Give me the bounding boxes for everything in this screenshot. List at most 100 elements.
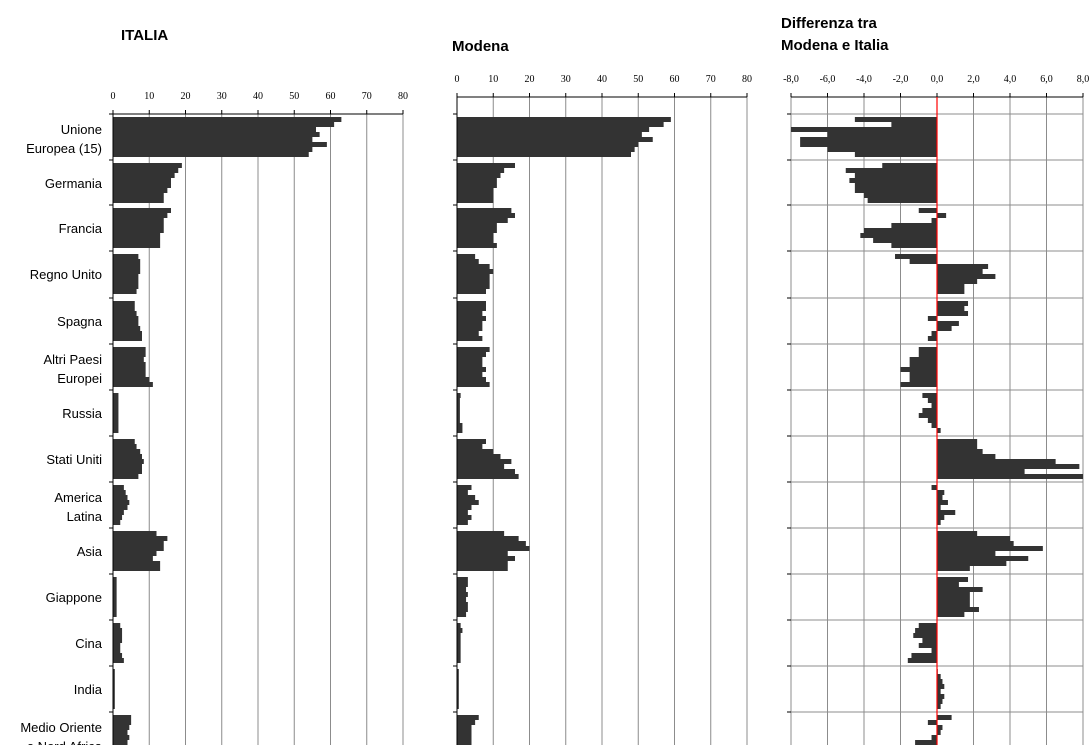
bar [457, 725, 472, 730]
bar [937, 449, 983, 454]
panel-2: Differenza tra Modena e Italia -8,0 -6,0 -4,… [781, 15, 1089, 745]
bar [113, 132, 320, 137]
bar [113, 362, 146, 367]
bar [113, 316, 139, 321]
bar [937, 715, 952, 720]
bar [867, 198, 937, 203]
bar [113, 213, 168, 218]
bar [457, 269, 494, 274]
bar [937, 679, 943, 684]
bar [457, 193, 494, 198]
bar [113, 520, 121, 525]
category-label-line: Unione [61, 122, 102, 137]
bar [113, 163, 182, 168]
bar [937, 551, 996, 556]
bar [113, 269, 141, 274]
bar [900, 367, 937, 372]
bar [457, 561, 508, 566]
bar [937, 274, 996, 279]
bar [113, 561, 161, 566]
bar [937, 520, 941, 525]
bar [937, 587, 983, 592]
bar [457, 178, 497, 183]
bar [113, 638, 123, 643]
chart-title-1: Modena [452, 38, 509, 55]
bar [937, 704, 941, 709]
bar [113, 459, 144, 464]
bar [457, 188, 494, 193]
bar [931, 218, 937, 223]
bar [113, 393, 119, 398]
bar [931, 735, 937, 740]
x-tick-label: 30 [217, 91, 227, 102]
bar [937, 602, 970, 607]
bar [113, 259, 141, 264]
bar [113, 321, 139, 326]
bar [457, 628, 463, 633]
bar [457, 546, 530, 551]
bar [931, 485, 937, 490]
bar [457, 735, 472, 740]
bar [457, 259, 479, 264]
bar [113, 233, 161, 238]
bar [457, 223, 497, 228]
bar [113, 254, 139, 259]
bar [457, 372, 483, 377]
bar [113, 423, 119, 428]
bar [457, 228, 497, 233]
bar [457, 684, 459, 689]
bar [937, 592, 970, 597]
bar [854, 173, 937, 178]
bar [457, 520, 468, 525]
bar [457, 274, 490, 279]
bar [937, 444, 978, 449]
bar [457, 674, 459, 679]
bar [113, 301, 135, 306]
bar [113, 398, 119, 403]
bar [457, 122, 664, 127]
bar [927, 336, 937, 341]
category-label: Spagna [57, 314, 103, 329]
bar [457, 352, 486, 357]
bar [113, 377, 150, 382]
bar [113, 720, 132, 725]
bar [457, 536, 519, 541]
chart-title-line: ITALIA [121, 27, 168, 44]
bar [113, 689, 115, 694]
bar [113, 536, 168, 541]
bar [457, 531, 505, 536]
bar [113, 653, 123, 658]
bar [113, 428, 119, 433]
category-label-line: Latina [67, 509, 103, 524]
x-tick-label: 20 [181, 91, 191, 102]
x-tick-label: 8,0 [1077, 74, 1090, 85]
bar [457, 183, 497, 188]
bar [113, 454, 142, 459]
bar [457, 653, 461, 658]
bar [909, 362, 937, 367]
bar [457, 127, 650, 132]
bar [113, 587, 117, 592]
bar [113, 311, 137, 316]
bar [113, 704, 115, 709]
bar [113, 592, 117, 597]
bar [113, 469, 142, 474]
bar [113, 628, 123, 633]
category-label: America Latina [54, 490, 102, 524]
bar [937, 699, 943, 704]
category-label: Medio Oriente e Nord Africa [20, 720, 102, 745]
category-label: Unione Europea (15) [26, 122, 102, 156]
bar [113, 228, 164, 233]
bar [457, 454, 501, 459]
bar [864, 193, 937, 198]
bar [457, 243, 497, 248]
bar [864, 228, 937, 233]
bar [113, 602, 117, 607]
bar [113, 669, 115, 674]
bar [113, 449, 141, 454]
bar [909, 372, 937, 377]
bar [937, 490, 945, 495]
bar [907, 658, 937, 663]
bar [113, 336, 142, 341]
bar [113, 218, 164, 223]
